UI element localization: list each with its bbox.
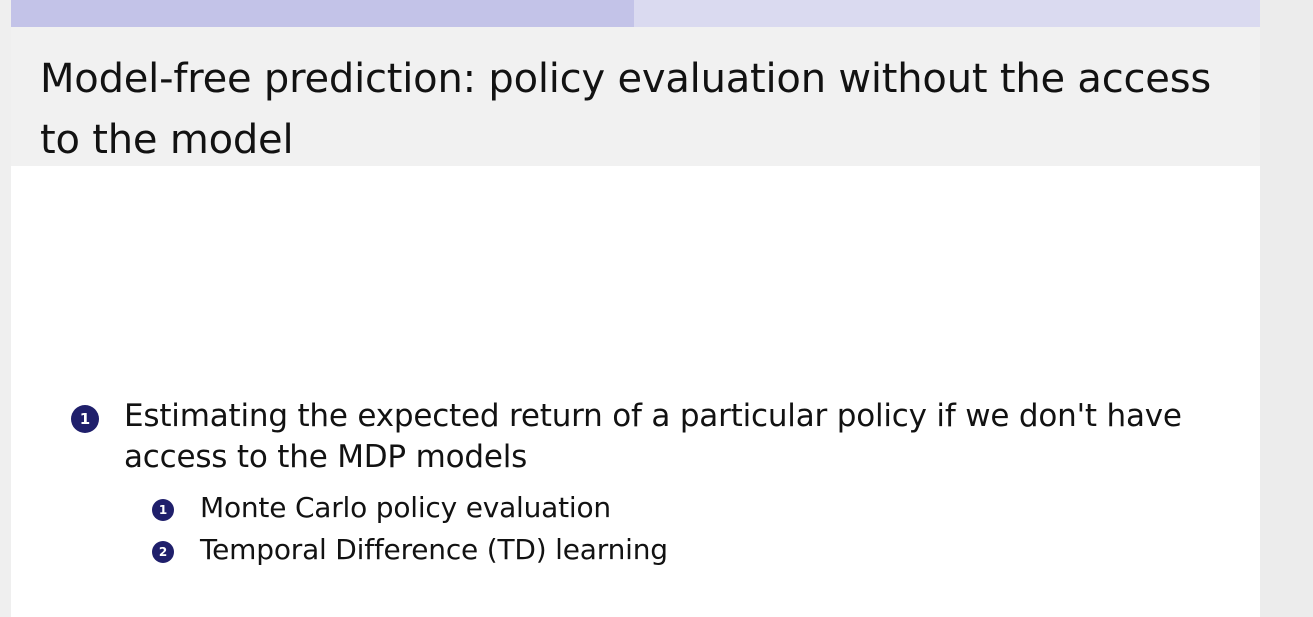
- left-margin: [0, 0, 11, 617]
- list-item: 1 Estimating the expected return of a pa…: [71, 396, 1231, 478]
- sub-list-item: 1 Monte Carlo policy evaluation: [152, 488, 1152, 528]
- slide-title: Model-free prediction: policy evaluation…: [40, 56, 1211, 163]
- list-item-text: Estimating the expected return of a part…: [124, 398, 1182, 475]
- sub-list-item-text: Monte Carlo policy evaluation: [200, 491, 611, 524]
- presentation-slide: Model-free prediction: policy evaluation…: [11, 0, 1260, 617]
- slide-navigation-bar: [11, 0, 1260, 27]
- sub-list-item: 2 Temporal Difference (TD) learning: [152, 530, 1152, 570]
- slide-content: 1 Estimating the expected return of a pa…: [11, 166, 1260, 617]
- frame-title-block: Model-free prediction: policy evaluation…: [11, 27, 1260, 166]
- numbered-bullet-icon: 2: [152, 541, 174, 563]
- numbered-bullet-icon: 1: [71, 405, 99, 433]
- right-margin: [1260, 0, 1313, 617]
- numbered-bullet-icon: 1: [152, 499, 174, 521]
- nav-section-next[interactable]: [634, 0, 1260, 27]
- nav-section-current[interactable]: [11, 0, 634, 27]
- sub-list-item-text: Temporal Difference (TD) learning: [200, 533, 668, 566]
